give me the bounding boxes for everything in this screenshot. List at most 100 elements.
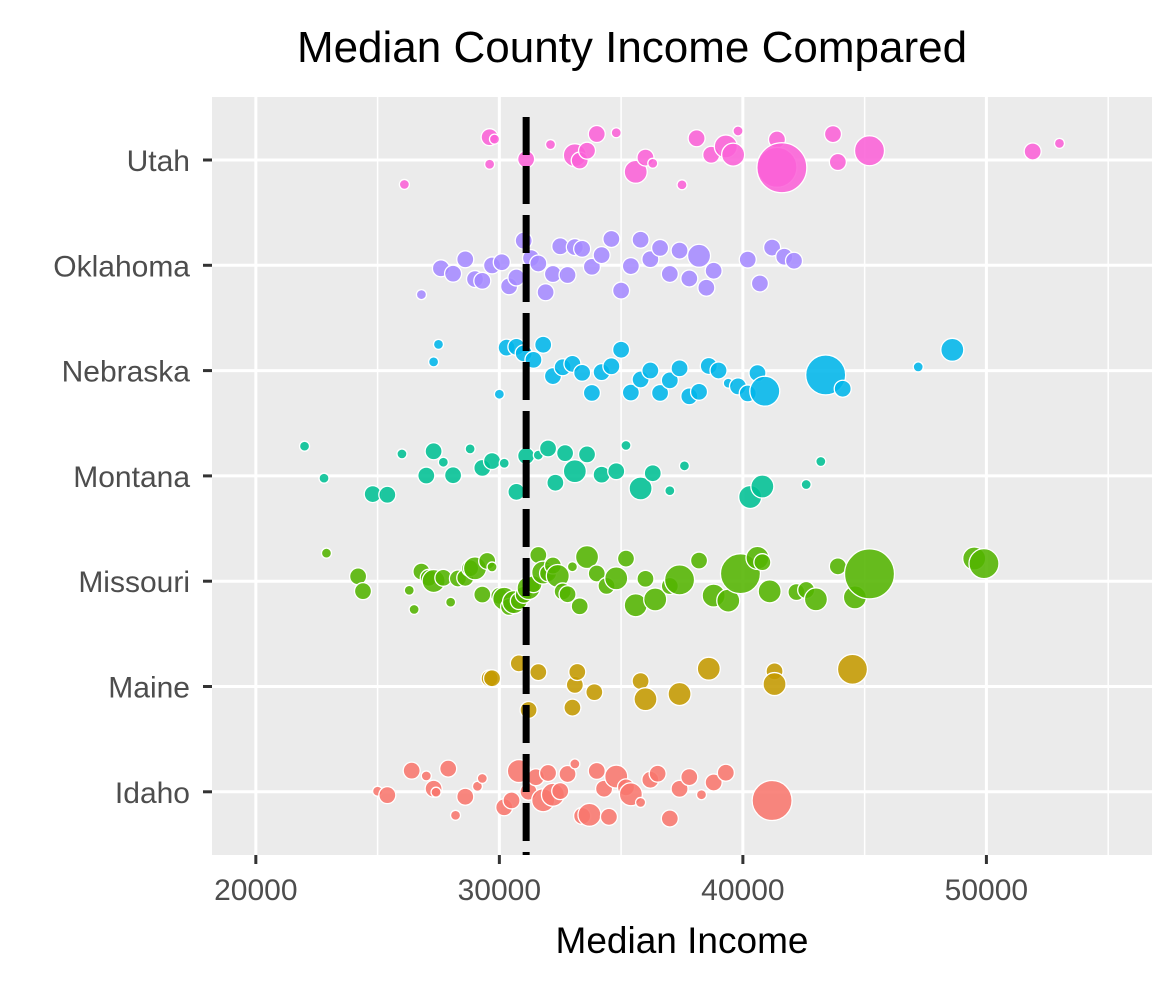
data-point [587, 761, 606, 781]
data-point [1053, 137, 1066, 150]
data-point [417, 466, 436, 485]
data-point [828, 557, 848, 576]
data-point [577, 802, 602, 827]
data-point [696, 656, 721, 681]
data-point [757, 579, 782, 604]
data-point [750, 274, 770, 293]
data-point [756, 142, 808, 194]
data-point [631, 671, 650, 691]
data-point [650, 238, 670, 258]
data-point [538, 439, 558, 458]
data-point [940, 337, 965, 362]
data-point [507, 482, 526, 502]
data-point [298, 440, 311, 452]
x-axis-tick-label: 30000 [458, 874, 541, 907]
x-axis-tick-label: 50000 [945, 874, 1028, 907]
data-point [398, 178, 411, 191]
data-point [420, 770, 432, 782]
data-point [439, 759, 458, 778]
data-point [396, 448, 408, 460]
data-point [704, 773, 723, 792]
data-point [424, 442, 443, 461]
data-point [562, 459, 587, 484]
data-point [650, 383, 670, 403]
data-point [634, 796, 647, 809]
data-point [623, 159, 648, 184]
data-point [695, 789, 708, 801]
data-point [558, 265, 577, 285]
data-point [680, 269, 699, 288]
data-point [498, 457, 510, 469]
data-point [482, 451, 502, 471]
data-point [704, 261, 723, 280]
data-point [577, 141, 597, 160]
data-point [502, 791, 521, 810]
data-point [853, 135, 886, 167]
data-point [437, 456, 449, 468]
data-point [430, 786, 442, 798]
data-point [749, 375, 781, 407]
data-point [443, 264, 463, 283]
data-point [378, 485, 397, 504]
data-point [555, 443, 575, 463]
chart-title: Median County Income Compared [297, 23, 967, 72]
data-point [670, 241, 689, 260]
data-point [720, 142, 746, 167]
data-point [968, 547, 1000, 580]
y-axis: Idaho Maine Missouri Montana Nebraska Oklahom… [53, 145, 212, 810]
data-point [563, 698, 582, 717]
data-point [686, 243, 712, 268]
data-point [573, 363, 592, 382]
data-point [836, 653, 869, 685]
data-point [473, 585, 492, 604]
data-point [697, 278, 716, 297]
data-point [631, 230, 650, 249]
data-point [558, 585, 577, 604]
data-point [529, 662, 548, 682]
data-point [616, 549, 636, 568]
data-point [680, 767, 699, 787]
data-point [689, 551, 709, 570]
data-point [660, 371, 679, 390]
data-point [750, 474, 775, 499]
data-point [716, 763, 735, 782]
data-point [823, 124, 843, 144]
data-point [546, 473, 565, 492]
data-point [570, 597, 589, 616]
data-point [353, 582, 373, 601]
data-point [611, 281, 631, 300]
y-axis-tick-label: Utah [127, 145, 190, 178]
data-point [566, 561, 579, 573]
data-point [587, 124, 606, 144]
data-point [574, 544, 600, 570]
data-point [762, 238, 782, 257]
data-point [403, 584, 415, 596]
data-point [709, 361, 728, 380]
data-point [473, 271, 492, 290]
data-point [445, 596, 457, 608]
data-point [544, 138, 557, 151]
data-point [582, 383, 602, 403]
data-point [443, 466, 463, 485]
data-point [670, 779, 689, 798]
data-point [660, 809, 679, 828]
data-point [582, 257, 602, 276]
data-point [647, 157, 659, 169]
data-point [432, 338, 445, 351]
data-point [664, 485, 676, 497]
data-point [667, 681, 692, 707]
data-point [641, 361, 660, 380]
data-point [602, 357, 621, 376]
data-point [648, 764, 667, 783]
data-point [536, 283, 555, 302]
y-axis-tick-label: Nebraska [62, 356, 191, 389]
data-point [573, 239, 592, 258]
data-point [610, 127, 622, 139]
data-point [456, 250, 475, 269]
data-point [1023, 142, 1042, 161]
data-point [476, 772, 488, 785]
data-point [643, 587, 668, 612]
data-point [607, 462, 626, 481]
data-point [402, 761, 421, 780]
